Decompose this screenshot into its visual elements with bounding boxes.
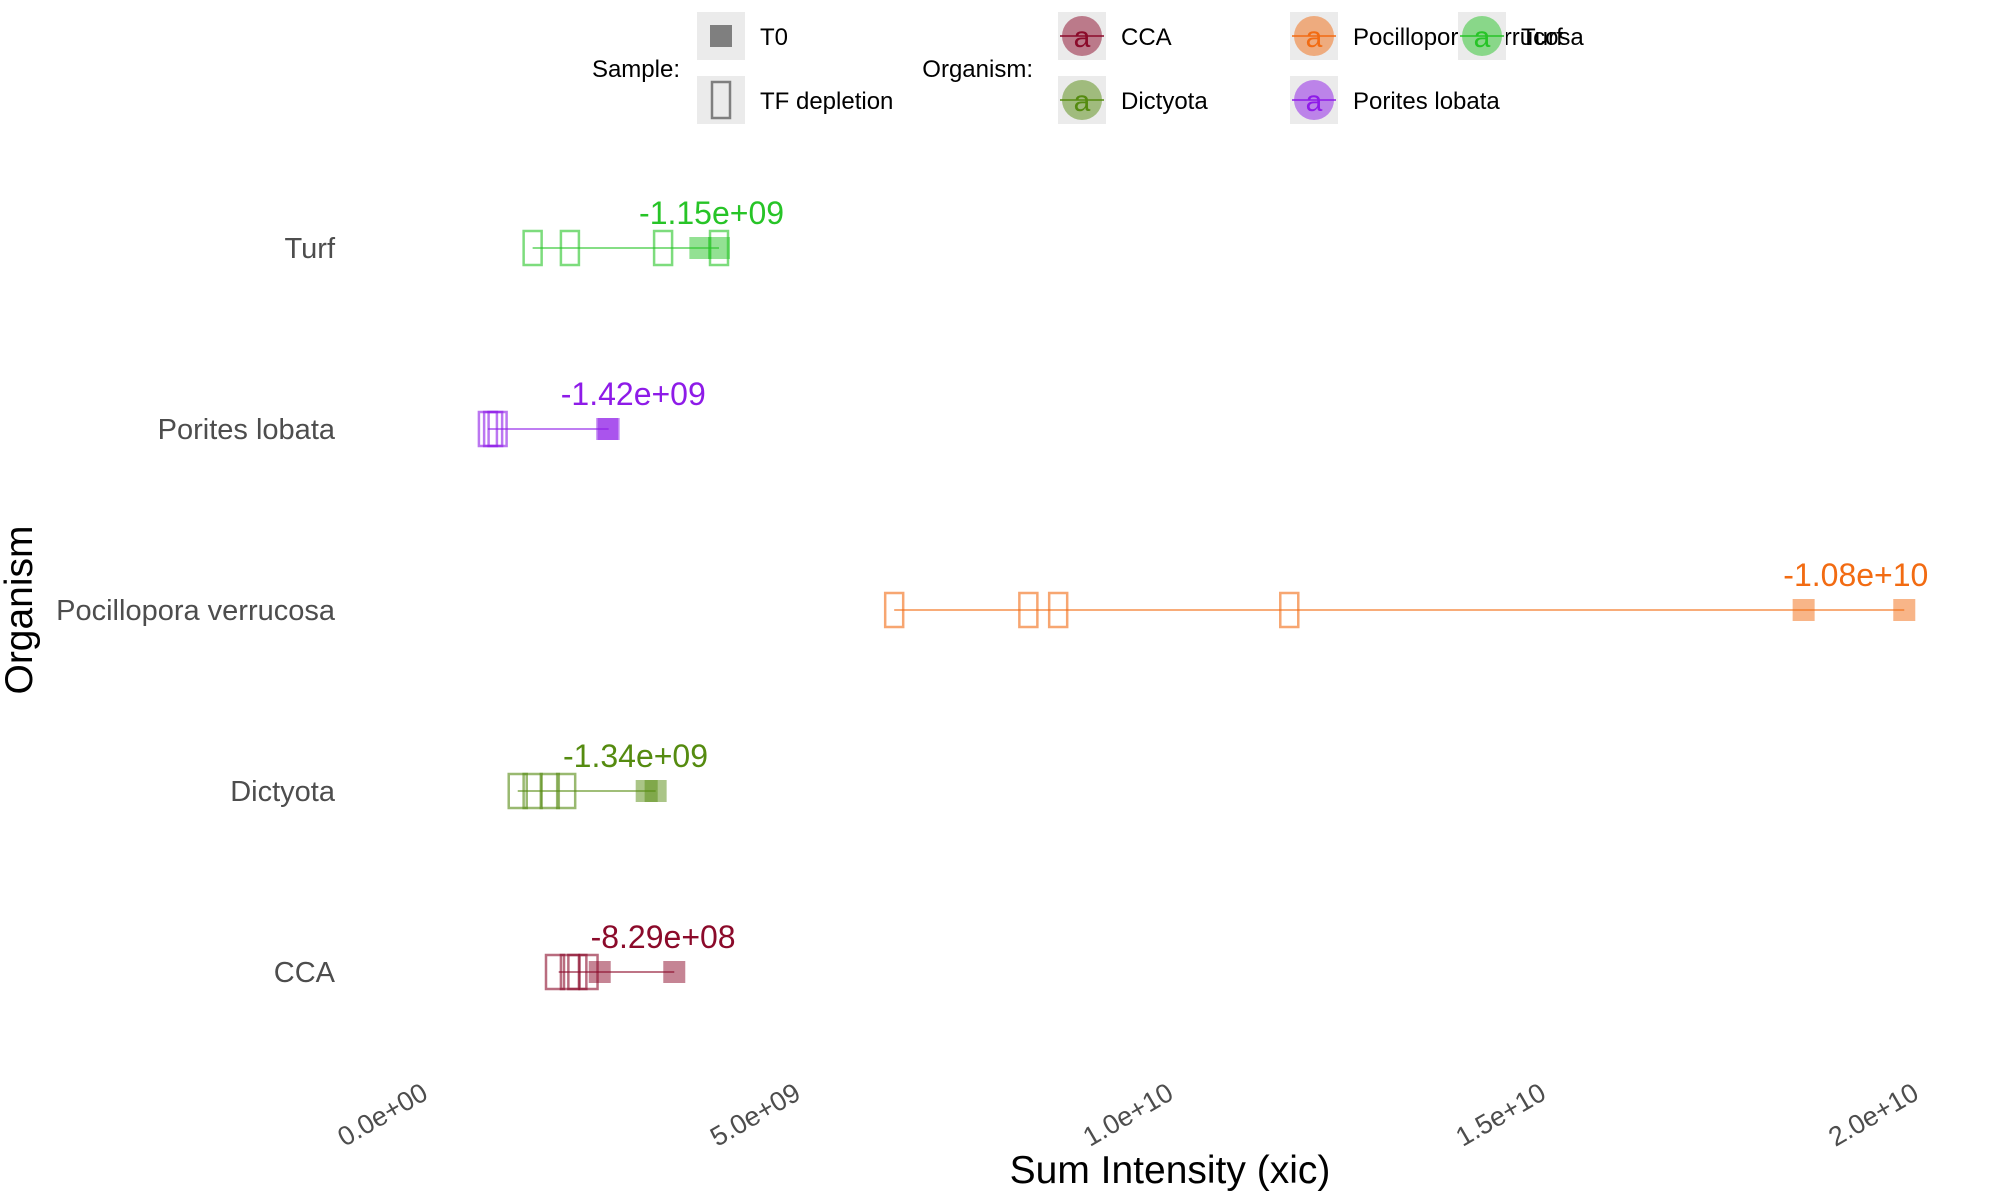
y-tick-label-dictyota: Dictyota [230,776,336,808]
x-tick-label: 0.0e+00 [332,1077,432,1152]
tf-depletion-point [559,229,581,267]
t0-point [1792,599,1815,621]
difference-label: -1.15e+09 [639,195,784,231]
t0-point [1893,599,1916,621]
difference-label: -1.34e+09 [563,738,708,774]
legend-glyph: a [1074,21,1091,54]
legend-organism-cca: a CCA [1058,12,1172,60]
x-tick-label: 1.0e+10 [1078,1077,1178,1152]
tf-depletion-point [539,772,561,810]
tf-depletion-point [1279,591,1300,629]
legend-glyph: a [1306,21,1323,54]
x-tick-label: 2.0e+10 [1823,1077,1923,1152]
y-tick-label-porites-lobata: Porites lobata [158,414,336,446]
legend-sample-entries: T0 TF depletion [697,12,893,124]
legend-organism-label: Dictyota [1121,88,1208,115]
y-tick-label-turf: Turf [285,233,336,265]
legend-glyph: a [1306,85,1323,118]
tf-depletion-point [1047,591,1069,629]
t0-point [708,237,730,259]
filled-square-icon [710,25,732,47]
legend-organism-label: CCA [1121,24,1172,51]
tf-depletion-point [883,591,905,629]
x-axis-title: Sum Intensity (xic) [1010,1149,1331,1192]
legend-organism-label: Porites lobata [1353,88,1500,115]
y-axis-title: Organism [0,525,41,694]
t0-point [689,237,712,259]
legend-sample-label: T0 [760,24,788,51]
t0-point [588,961,611,983]
difference-label: -8.29e+08 [591,919,736,955]
t0-point [597,418,620,440]
legend-organism-turf: a Turf [1458,12,1563,60]
legend-glyph: a [1474,21,1491,54]
legend-sample-t0: T0 [697,12,788,60]
y-tick-label-cca: CCA [274,957,336,989]
tf-depletion-point [555,772,577,810]
legend-key-background [697,76,745,124]
legend-organism-porites-lobata: a Porites lobata [1290,76,1500,124]
legend-organism-dictyota: a Dictyota [1058,76,1208,124]
legend-sample-title: Sample: [592,56,680,83]
x-tick-label: 1.5e+10 [1451,1077,1551,1152]
series-layer: -1.15e+09 -1.42e+09 -1.08e+10 -1.34e+09 -8.2… [477,195,1928,991]
tf-depletion-point [652,229,674,267]
tf-depletion-point [567,953,588,991]
legend: Sample: T0 TF depletion Organism: a CCA a Di… [592,12,1584,124]
series-dictyota: -1.34e+09 [507,738,708,810]
t0-point [644,780,667,802]
t0-point [663,961,686,983]
difference-label: -1.42e+09 [561,376,706,412]
legend-glyph: a [1074,85,1091,118]
y-tick-label-pocillopora-verrucosa: Pocillopora verrucosa [56,595,336,627]
series-porites-lobata: -1.42e+09 [477,376,706,448]
x-tick-label: 5.0e+09 [705,1077,805,1152]
series-cca: -8.29e+08 [544,919,736,991]
x-axis-ticks: 0.0e+00 5.0e+09 1.0e+10 1.5e+10 2.0e+10 [332,1077,1923,1152]
category-labels: Turf Porites lobata Pocillopora verrucosa D… [56,233,336,989]
legend-organism-label: Turf [1521,24,1563,51]
tf-depletion-point [522,229,543,267]
series-pocillopora-verrucosa: -1.08e+10 [883,557,1928,629]
tf-depletion-point [544,953,566,991]
tf-depletion-point [487,410,508,448]
legend-organism-title: Organism: [922,56,1033,83]
open-square-icon [710,80,732,120]
legend-sample-label: TF depletion [760,88,893,115]
legend-sample-tf-depletion: TF depletion [697,76,893,124]
tf-depletion-point [1018,591,1039,629]
difference-label: -1.08e+10 [1783,557,1928,593]
tf-depletion-point [507,772,528,810]
series-turf: -1.15e+09 [522,195,784,267]
